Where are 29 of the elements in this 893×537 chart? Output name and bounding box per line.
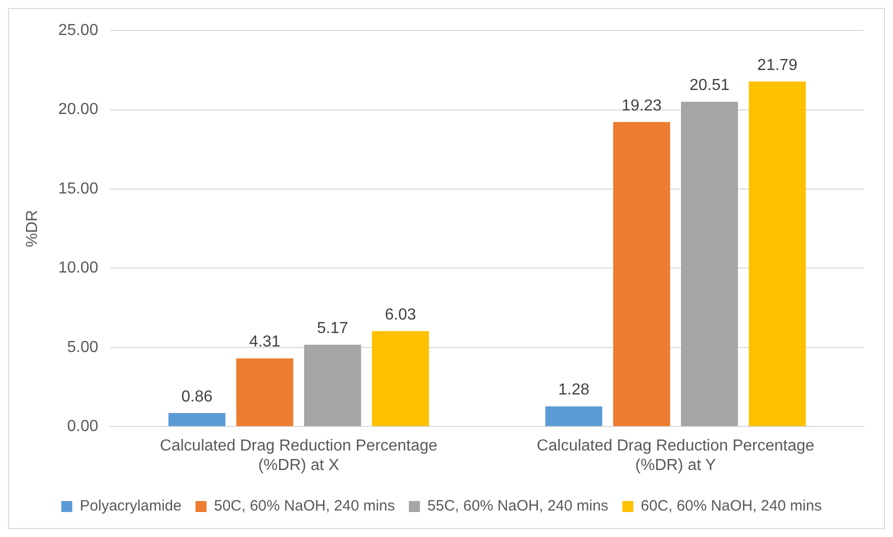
bar (304, 344, 362, 426)
data-label: 21.79 (757, 56, 798, 74)
y-tick-label: 0.00 (67, 418, 98, 436)
bar (372, 331, 429, 426)
y-tick-label: 10.00 (58, 260, 98, 277)
x-tick-label: Calculated Drag Reduction Percentage (%DR) at X (160, 438, 438, 474)
data-label: 19.23 (622, 97, 662, 114)
data-label: 6.03 (384, 306, 416, 324)
bar (748, 81, 806, 426)
bar (168, 412, 226, 426)
data-label: 20.51 (689, 77, 730, 94)
y-tick-label: 20.00 (58, 101, 98, 118)
y-tick-label: 15.00 (58, 180, 98, 198)
y-axis-title: %DR (24, 210, 42, 248)
legend-label: 60C, 60% NaOH, 240 mins (640, 498, 822, 515)
data-label: 0.86 (181, 388, 213, 406)
data-label: 5.17 (317, 320, 348, 338)
bar (236, 358, 294, 426)
y-tick-label: 25.00 (58, 22, 98, 40)
data-label: 1.28 (558, 382, 590, 399)
bar (680, 102, 738, 426)
y-tick-label: 5.00 (67, 338, 98, 356)
legend-label: 55C, 60% NaOH, 240 mins (427, 498, 608, 515)
legend-label: 50C, 60% NaOH, 240 mins (214, 498, 395, 515)
data-label: 4.31 (249, 334, 280, 351)
legend-label: Polyacrylamide (80, 498, 182, 515)
bar (545, 406, 602, 426)
x-tick-label: Calculated Drag Reduction Percentage (%DR) at Y (536, 438, 814, 474)
bar (613, 122, 670, 426)
